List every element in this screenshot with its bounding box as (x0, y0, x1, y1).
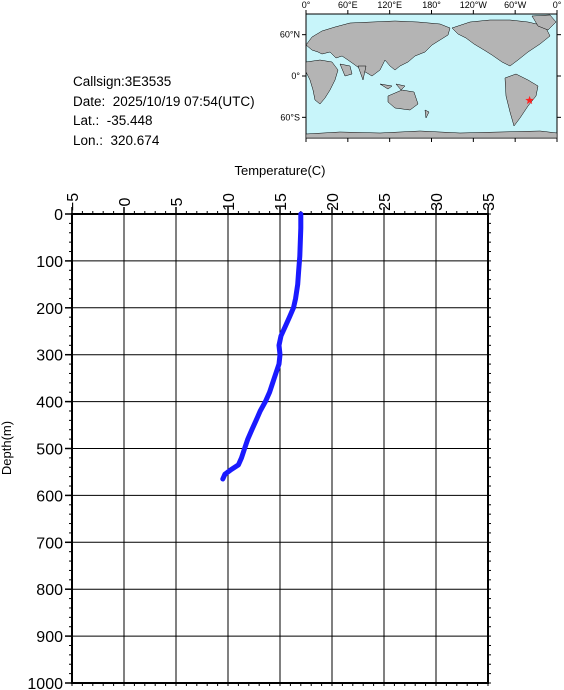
plot-frame (71, 213, 489, 684)
y-tick-label: 500 (36, 442, 63, 459)
x-tick-label: 0 (117, 197, 134, 206)
y-tick-label: 200 (36, 301, 63, 318)
map-lon-label: 120°E (377, 0, 402, 10)
map-lat-label: 0° (291, 71, 300, 81)
y-tick-label: 100 (36, 254, 63, 271)
chart-ticks (65, 207, 491, 686)
callsign-text: Callsign:3E3535 (73, 74, 172, 89)
map-lon-label: 180° (422, 0, 441, 10)
map-lon-label: 60°E (338, 0, 358, 10)
map-grid (302, 10, 561, 142)
temperature-profile-line (220, 211, 304, 482)
map-lon-label: 0° (302, 0, 311, 10)
x-tick-label: 15 (273, 193, 290, 211)
y-tick-label: 800 (36, 582, 63, 599)
map-lat-label: 60°N (280, 30, 300, 40)
map-labels: 0° 60°E 120°E 180° 120°W 60°W 0° 60°N 0° 60°S (280, 0, 562, 122)
map-lon-label: 0° (553, 0, 562, 10)
latitude-text: Lat.: -35.448 (73, 113, 153, 128)
x-tick-label: 25 (377, 193, 394, 211)
x-tick-label: −5 (65, 193, 82, 211)
map-lon-label: 60°W (504, 0, 527, 10)
y-axis-title: Depth(m) (0, 421, 14, 475)
date-text: Date: 2025/10/19 07:54(UTC) (73, 93, 255, 109)
x-tick-label: 20 (325, 193, 342, 211)
star-icon (525, 95, 534, 105)
y-tick-label: 400 (36, 395, 63, 412)
y-tick-label: 900 (36, 629, 63, 646)
y-tick-label: 300 (36, 348, 63, 365)
map-land (305, 14, 558, 139)
x-axis-title: Temperature(C) (234, 163, 325, 178)
y-tick-label: 700 (36, 535, 63, 552)
y-tick-label: 600 (36, 488, 63, 505)
x-tick-label: 10 (221, 193, 238, 211)
station-info: Callsign:3E3535 Date: 2025/10/19 07:54(U… (73, 72, 255, 150)
x-tick-labels: −5 0 5 10 15 20 25 30 35 (65, 193, 498, 211)
y-tick-label: 0 (54, 207, 63, 224)
map-lon-label: 120°W (460, 0, 488, 10)
chart-grid (71, 213, 489, 684)
world-map: 0° 60°E 120°E 180° 120°W 60°W 0° 60°N 0° 60°S (280, 0, 562, 142)
x-tick-label: 5 (169, 197, 186, 206)
x-tick-label: 30 (429, 193, 446, 211)
x-tick-label: 35 (481, 193, 498, 211)
longitude-text: Lon.: 320.674 (73, 132, 160, 148)
map-lat-label: 60°S (280, 112, 300, 122)
y-tick-label: 1000 (27, 676, 63, 690)
y-tick-labels: 0 100 200 300 400 500 600 700 800 900 1000 (27, 207, 63, 690)
